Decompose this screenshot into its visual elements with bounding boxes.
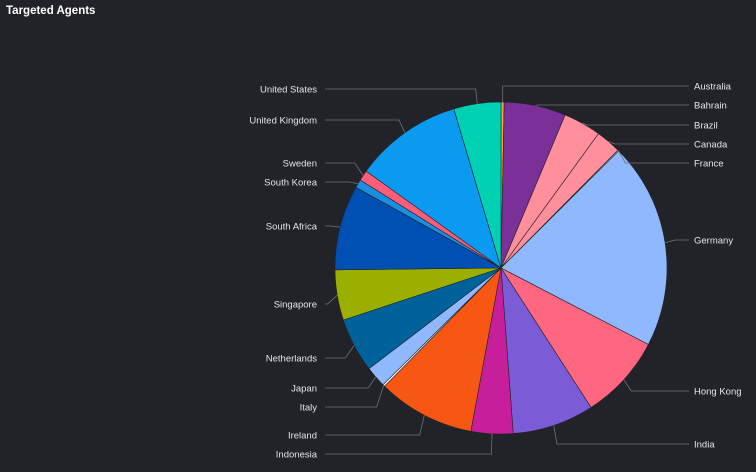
leader-line-united-kingdom (325, 119, 406, 133)
slice-label-united-kingdom: United Kingdom (249, 116, 317, 127)
leader-line-hong-kong (623, 379, 689, 392)
leader-line-ireland (325, 415, 425, 436)
slice-label-brazil: Brazil (694, 121, 718, 132)
slice-label-germany: Germany (694, 236, 733, 247)
leader-line-south-korea (325, 181, 359, 184)
pie-slice-south-africa[interactable] (334, 186, 503, 271)
slice-label-united-states: United States (260, 85, 317, 96)
slice-label-indonesia: Indonesia (276, 450, 318, 461)
leader-line-netherlands (325, 345, 355, 359)
slice-labels: Australia Bahrain Brazil Canada France German… (249, 82, 741, 461)
leader-line-italy (325, 385, 385, 408)
slice-label-ireland: Ireland (288, 431, 317, 442)
pie-slice-germany[interactable] (500, 150, 668, 345)
leader-line-sweden (325, 162, 364, 176)
slice-label-south-korea: South Korea (264, 178, 318, 189)
leader-line-india (553, 425, 689, 445)
slice-label-singapore: Singapore (274, 300, 317, 311)
pie-slices (334, 101, 668, 435)
leader-line-canada (608, 141, 689, 145)
leader-line-japan (325, 376, 377, 389)
slice-label-netherlands: Netherlands (266, 354, 317, 365)
leader-line-south-africa (325, 225, 341, 228)
leader-line-france (617, 150, 689, 164)
leader-line-united-states (325, 88, 478, 104)
leader-line-bahrain (535, 104, 689, 106)
slice-label-france: France (694, 159, 724, 170)
leader-lines (325, 85, 689, 455)
pie-slice-united-kingdom[interactable] (365, 108, 502, 269)
leader-line-brazil (582, 122, 689, 126)
leader-line-singapore (325, 294, 338, 305)
leader-line-germany (664, 239, 689, 244)
pie-slice-united-states[interactable] (453, 101, 502, 269)
slice-label-bahrain: Bahrain (694, 101, 727, 112)
slice-label-canada: Canada (694, 140, 728, 151)
slice-label-italy: Italy (300, 403, 318, 414)
slice-label-south-africa: South Africa (266, 222, 318, 233)
slice-label-sweden: Sweden (283, 159, 317, 170)
slice-label-hong-kong: Hong Kong (694, 387, 742, 398)
slice-label-india: India (694, 440, 715, 451)
slice-label-japan: Japan (291, 384, 317, 395)
leader-line-indonesia (325, 433, 493, 455)
leader-line-australia (502, 85, 689, 103)
slice-label-australia: Australia (694, 82, 732, 93)
pie-slice-hong-kong[interactable] (500, 267, 649, 408)
panel-title: Targeted Agents (6, 5, 96, 17)
